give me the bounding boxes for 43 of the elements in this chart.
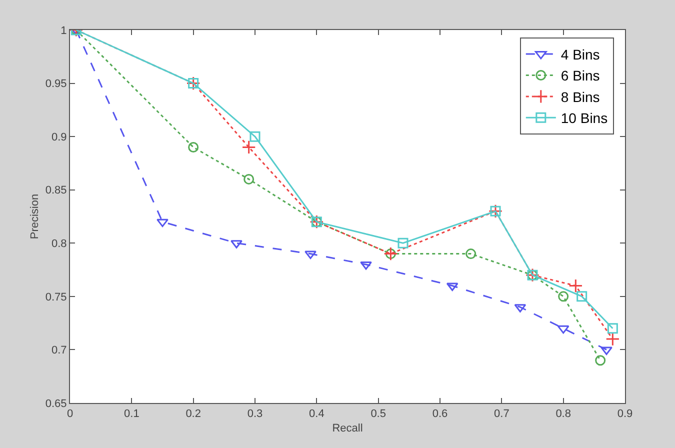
legend-label: 6 Bins bbox=[560, 68, 600, 84]
point bbox=[558, 291, 569, 302]
x-axis-title: Recall bbox=[332, 422, 363, 434]
point bbox=[576, 291, 588, 302]
point bbox=[398, 238, 408, 248]
y-tick-label: 0.75 bbox=[45, 291, 67, 304]
point bbox=[595, 355, 606, 366]
point bbox=[360, 261, 372, 270]
point bbox=[230, 240, 242, 248]
x-tick-label: 0.4 bbox=[309, 408, 324, 420]
y-tick-label: 0.95 bbox=[45, 78, 67, 90]
y-tick-label: 1 bbox=[60, 24, 67, 37]
x-tick-label: 0.3 bbox=[247, 408, 263, 420]
point bbox=[568, 278, 583, 293]
point bbox=[606, 332, 620, 346]
legend-label: 10 Bins bbox=[560, 110, 608, 126]
point bbox=[244, 174, 254, 184]
x-tick-label: 0.6 bbox=[432, 408, 448, 420]
x-tick-label: 0.1 bbox=[124, 408, 140, 420]
x-tick-label: 0.5 bbox=[370, 408, 386, 420]
point bbox=[607, 323, 618, 334]
legend-label: 4 Bins bbox=[560, 46, 600, 63]
y-tick-label: 0.65 bbox=[45, 398, 67, 410]
y-tick-label: 0.9 bbox=[52, 131, 67, 144]
legend-label: 8 Bins bbox=[560, 88, 600, 105]
x-tick-label: 0.9 bbox=[617, 408, 633, 420]
y-tick-label: 0.85 bbox=[45, 184, 67, 197]
point bbox=[446, 282, 458, 292]
y-tick-label: 0.7 bbox=[52, 344, 67, 357]
x-tick-label: 0.8 bbox=[556, 408, 571, 420]
point bbox=[466, 248, 476, 260]
point bbox=[557, 325, 570, 334]
x-tick-label: 0.7 bbox=[494, 408, 510, 420]
x-tick-label: 0.2 bbox=[186, 408, 201, 420]
point bbox=[156, 218, 168, 228]
point bbox=[188, 142, 199, 152]
point bbox=[242, 140, 256, 154]
point bbox=[600, 346, 612, 355]
point bbox=[304, 250, 316, 260]
x-tick-label: 0 bbox=[66, 408, 74, 420]
y-axis-title: Precision bbox=[29, 194, 42, 240]
point bbox=[250, 131, 260, 142]
y-tick-label: 0.8 bbox=[52, 238, 67, 250]
